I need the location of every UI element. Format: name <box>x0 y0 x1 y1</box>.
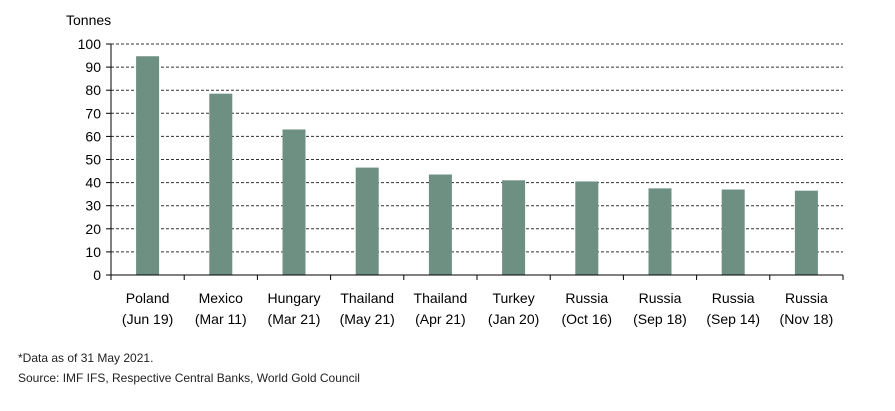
chart-notes: *Data as of 31 May 2021. Source: IMF IFS… <box>18 348 360 388</box>
y-tick-label: 40 <box>85 175 101 191</box>
bar-chart: Tonnes 0 10 20 30 40 50 60 70 80 90 100 Poland (Jun… <box>66 12 844 327</box>
y-axis-ticks: 0 10 20 30 40 50 60 70 80 90 100 <box>78 36 111 283</box>
bar <box>648 188 672 275</box>
x-tick-label: Russia <box>565 290 608 306</box>
bar <box>136 56 160 276</box>
x-tick-label: Russia <box>785 290 828 306</box>
x-tick-label: (Mar 21) <box>268 311 321 327</box>
y-tick-label: 100 <box>78 36 102 52</box>
x-tick-label: Hungary <box>268 290 321 306</box>
x-tick-label: (Jun 19) <box>122 311 173 327</box>
x-tick-label: Thailand <box>414 290 468 306</box>
footnote: *Data as of 31 May 2021. <box>18 351 154 365</box>
x-tick-label: (Apr 21) <box>415 311 466 327</box>
gridlines <box>111 43 843 253</box>
x-tick-label: Thailand <box>340 290 394 306</box>
y-tick-label: 50 <box>85 152 101 168</box>
y-tick-label: 20 <box>85 221 101 237</box>
source-note: Source: IMF IFS, Respective Central Bank… <box>18 371 360 385</box>
x-axis-labels: Poland (Jun 19) Mexico (Mar 11) Hungary (Mar … <box>122 290 833 327</box>
x-tick-label: (May 21) <box>340 311 395 327</box>
x-tick-label: Russia <box>639 290 682 306</box>
x-tick-label: (Oct 16) <box>562 311 613 327</box>
bar <box>428 174 452 275</box>
x-tick-label: Poland <box>126 290 170 306</box>
y-tick-label: 70 <box>85 105 101 121</box>
bar <box>209 93 233 275</box>
bar <box>502 180 526 275</box>
y-tick-label: 0 <box>93 267 101 283</box>
bar <box>721 189 745 275</box>
bars <box>136 56 818 276</box>
x-tick-label: (Mar 11) <box>195 311 247 327</box>
y-axis-unit-label: Tonnes <box>66 12 111 28</box>
x-tick-label: (Sep 14) <box>706 311 760 327</box>
bar <box>794 190 818 275</box>
y-tick-label: 90 <box>85 59 101 75</box>
x-tick-label: (Jan 20) <box>488 311 539 327</box>
axes <box>110 44 844 280</box>
y-tick-label: 60 <box>85 128 101 144</box>
bar <box>355 167 379 275</box>
x-tick-label: Turkey <box>492 290 534 306</box>
y-tick-label: 30 <box>85 198 101 214</box>
x-tick-label: Russia <box>712 290 755 306</box>
bar <box>575 181 599 275</box>
y-tick-label: 10 <box>85 244 101 260</box>
x-tick-label: Mexico <box>199 290 244 306</box>
x-tick-label: (Nov 18) <box>780 311 834 327</box>
x-tick-label: (Sep 18) <box>633 311 687 327</box>
y-tick-label: 80 <box>85 82 101 98</box>
bar <box>282 129 306 275</box>
